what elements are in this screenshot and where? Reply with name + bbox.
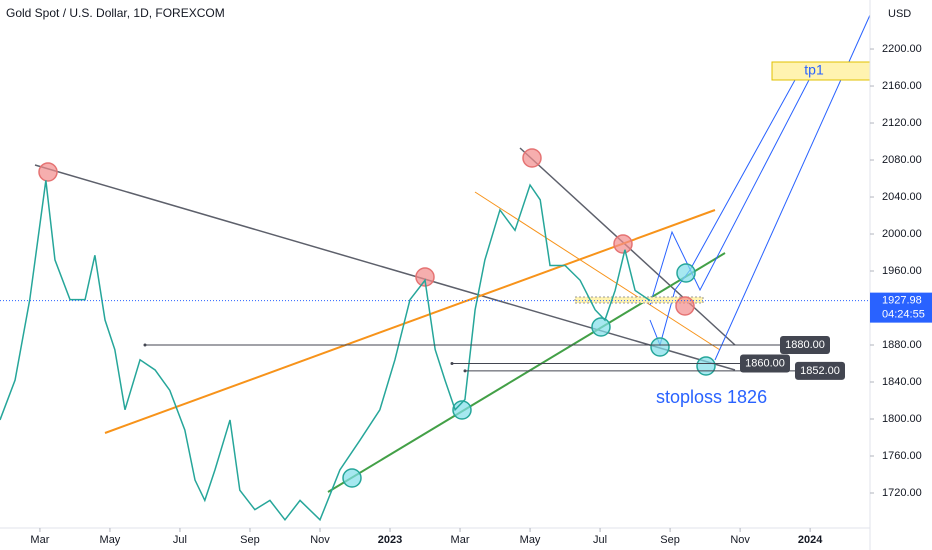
y-tick-label: 1720.00 (882, 487, 922, 499)
y-tick-label: 1840.00 (882, 376, 922, 388)
y-tick-label: 2080.00 (882, 154, 922, 166)
x-tick-label: Mar (451, 534, 470, 546)
low-marker (342, 468, 362, 488)
last-price-label: 1927.98 (882, 295, 922, 307)
drawings (34, 14, 871, 493)
trendline (474, 191, 721, 351)
x-tick-label: 2023 (378, 534, 402, 546)
level-label: 1852.00 (800, 365, 840, 377)
high-marker (613, 234, 633, 254)
x-tick-label: Jul (173, 534, 187, 546)
low-marker (591, 317, 611, 337)
level-anchor (450, 362, 454, 366)
currency: USD (888, 8, 911, 20)
high-marker (415, 267, 435, 287)
y-tick-label: 1760.00 (882, 450, 922, 462)
level-anchor (463, 369, 467, 373)
x-tick-label: Nov (730, 534, 750, 546)
countdown: 04:24:55 (882, 309, 925, 321)
low-marker (676, 263, 696, 283)
level-anchor (143, 343, 147, 347)
stoploss-label: stoploss 1826 (656, 387, 767, 407)
highs (38, 148, 695, 316)
price-line (0, 180, 651, 522)
tp-label: tp1 (804, 62, 824, 78)
projection (649, 77, 811, 306)
y-tick-label: 2200.00 (882, 43, 922, 55)
trendline (34, 164, 736, 371)
x-tick-label: Nov (310, 534, 330, 546)
x-tick-label: Sep (240, 534, 260, 546)
y-tick-label: 2040.00 (882, 191, 922, 203)
y-tick-label: 2120.00 (882, 117, 922, 129)
high-marker (675, 296, 695, 316)
x-tick-label: Jul (593, 534, 607, 546)
projection (649, 79, 796, 347)
x-tick-label: 2024 (798, 534, 823, 546)
level-box (780, 336, 830, 355)
high-marker (38, 162, 58, 182)
y-tick-label: 2160.00 (882, 80, 922, 92)
level-box (795, 361, 845, 380)
x-tick-label: Sep (660, 534, 680, 546)
zone (574, 296, 704, 304)
y-tick-label: 1880.00 (882, 339, 922, 351)
low-marker (650, 337, 670, 357)
x-tick-label: Mar (30, 534, 49, 546)
level-label: 1880.00 (785, 339, 825, 351)
y-tick-label: 1800.00 (882, 413, 922, 425)
high-marker (522, 148, 542, 168)
level-box (740, 354, 790, 373)
low-marker (452, 400, 472, 420)
trendline (104, 209, 716, 434)
trendline (327, 252, 726, 493)
y-tick-label: 2000.00 (882, 228, 922, 240)
chart-title: Gold Spot / U.S. Dollar, 1D, FOREXCOM (6, 6, 225, 20)
low-marker (696, 356, 716, 376)
level-label: 1860.00 (745, 357, 785, 369)
x-tick-label: May (520, 534, 541, 546)
x-tick-label: May (100, 534, 121, 546)
y-tick-label: 1960.00 (882, 265, 922, 277)
last-price-box (870, 292, 932, 323)
